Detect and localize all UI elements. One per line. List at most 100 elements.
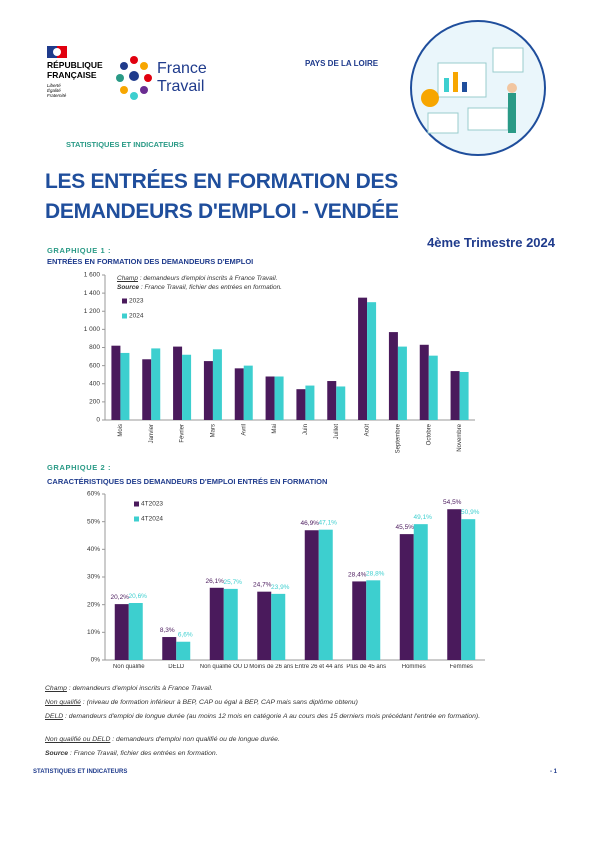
bar (271, 593, 286, 660)
chart: 0 200 400 600 800 1 000 1 200 1 400 1 600 Mois Jan… (84, 272, 475, 453)
bar (120, 352, 130, 420)
data-label: 25,7% (224, 579, 243, 586)
data-label: 26,1% (206, 578, 225, 585)
note-text: : France Travail, fichier des entrées en… (139, 284, 282, 291)
bar (212, 349, 222, 420)
y-tick-label: 800 (89, 344, 100, 351)
x-tick-label: Novembre (457, 423, 463, 451)
brand-line: France (157, 60, 207, 77)
x-tick-label: Mai (272, 424, 278, 434)
footer-left: STATISTIQUES ET INDICATEURS (33, 769, 128, 775)
x-tick-label: Moins de 26 ans (249, 664, 294, 670)
data-label: 47,1% (319, 520, 338, 527)
bar (304, 530, 319, 660)
footnote-text: : (niveau de formation inférieur à BEP, … (80, 699, 358, 706)
chart-note: Source : France Travail, fichier des ent… (117, 284, 282, 291)
bar (318, 529, 333, 660)
bar (367, 302, 377, 420)
x-tick-label-box: Plus de 45 ans (346, 664, 386, 670)
data-label: 28,4% (348, 571, 367, 578)
marianne (47, 46, 67, 58)
devise-line: Liberté (47, 83, 61, 88)
bar (413, 524, 428, 660)
footnote-label: Non qualifié ou DELD (45, 736, 111, 743)
region: PAYS DE LA LOIRE (305, 59, 379, 68)
x-tick-label: DELD (168, 664, 185, 670)
legend-label: 4T2024 (141, 516, 163, 523)
devise: Liberté Égalité Fraternité (47, 83, 66, 98)
y-tick-label: 1 400 (84, 290, 101, 297)
x-tick-label-box: Hommes (402, 664, 426, 670)
period: 4ème Trimestre 2024 (427, 235, 555, 250)
x-tick-label: Septembre (395, 423, 401, 453)
legend-label: 2024 (129, 313, 144, 320)
data-label: 46,9% (301, 520, 320, 527)
bar (419, 344, 429, 420)
bar (234, 368, 244, 420)
x-tick-label-box: Femmes (449, 664, 473, 670)
bar (128, 603, 143, 660)
bar (209, 587, 224, 660)
x-tick-label: Février (180, 424, 186, 443)
legend-label: 2023 (129, 298, 144, 305)
devise-line: Égalité (47, 88, 61, 93)
data-label: 54,5% (443, 499, 462, 506)
bar (305, 385, 315, 420)
note-label: Champ (117, 275, 138, 282)
y-tick-label: 30% (87, 574, 100, 581)
x-tick-label: Août (365, 424, 371, 437)
footnote: Non qualifié ou DELD : demandeurs d'empl… (45, 735, 565, 744)
footnote-text: : France Travail, fichier des entrées en… (68, 750, 218, 757)
footnote-label: Non qualifié (45, 699, 81, 706)
footnote-text: : demandeurs d'emploi de longue durée (a… (63, 713, 481, 720)
bar (296, 389, 306, 420)
y-tick-label: 200 (89, 399, 100, 406)
y-tick-label: 10% (87, 629, 100, 636)
graph-label: GRAPHIQUE 2 : (47, 463, 112, 472)
y-tick-label: 0% (91, 657, 101, 664)
data-label: 6,6% (178, 632, 193, 639)
brand: France Travail (157, 60, 207, 96)
footnote-label: DELD (45, 713, 64, 720)
legend-swatch (134, 501, 139, 507)
republique-line: RÉPUBLIQUE (47, 60, 103, 70)
data-label: 50,9% (461, 509, 480, 516)
x-tick-label: Femmes (449, 664, 473, 670)
y-tick-label: 1 600 (84, 272, 101, 279)
y-tick-label: 50% (87, 518, 100, 525)
bar (203, 361, 213, 420)
footnote-label: Source (45, 750, 69, 757)
bar (114, 604, 129, 660)
y-tick-label: 40% (87, 546, 100, 553)
bar (399, 534, 414, 660)
x-tick-label: Mois (118, 424, 124, 437)
bar (461, 519, 476, 660)
y-tick-label: 20% (87, 601, 100, 608)
data-label: 28,8% (366, 570, 385, 577)
x-tick-label: Non qualifié (112, 664, 145, 670)
x-tick-label: Entre 26 et 44 ans (294, 664, 343, 670)
graph-label: GRAPHIQUE 1 : (47, 246, 112, 255)
x-tick-label-box: Non qualifié (112, 664, 145, 670)
republique: RÉPUBLIQUE FRANÇAISE (47, 60, 103, 80)
x-tick-label-box: DELD (168, 664, 185, 670)
chart: 0% 10% 20% 30% 40% 50% 60% Non qualifié 20,2% 20,… (87, 491, 485, 670)
x-tick-label: Non qualifié OU DELD (199, 664, 248, 670)
bar (450, 371, 460, 420)
brand-line: Travail (157, 78, 205, 95)
devise-line: Fraternité (47, 93, 67, 98)
bar (111, 345, 121, 420)
graph-title: ENTRÉES EN FORMATION DES DEMANDEURS D'EM… (47, 257, 254, 266)
y-tick-label: 1 200 (84, 308, 101, 315)
x-tick-label: Octobre (426, 423, 432, 445)
x-tick-label-box: Entre 26 et 44 ans (294, 664, 343, 670)
bar (176, 641, 191, 660)
data-label: 20,2% (111, 594, 130, 601)
illustration (410, 20, 546, 156)
republique-line: FRANÇAISE (47, 70, 97, 80)
bar (223, 588, 238, 660)
x-tick-label: Janvier (149, 424, 155, 443)
footnote: Source : France Travail, fichier des ent… (45, 749, 565, 758)
bar (447, 509, 462, 660)
bar (265, 376, 275, 420)
